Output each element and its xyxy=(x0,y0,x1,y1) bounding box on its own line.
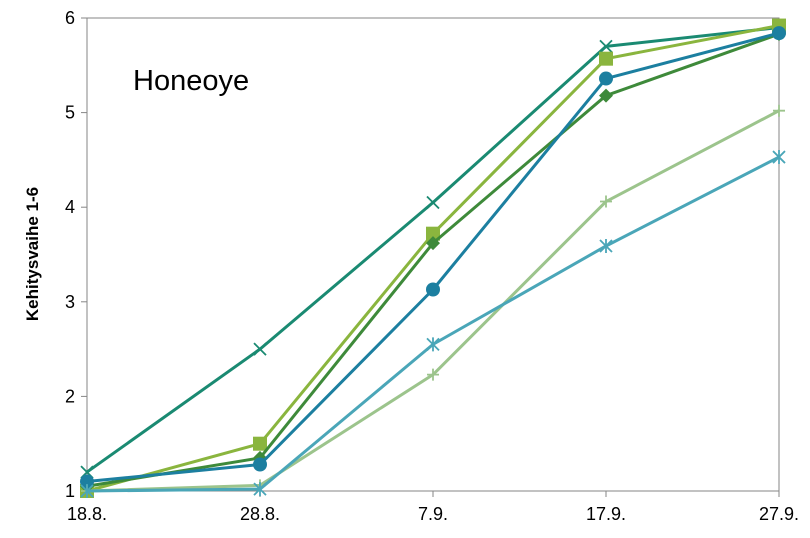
data-point xyxy=(427,368,439,381)
y-axis-label: Kehitysvaihe 1-6 xyxy=(23,187,42,321)
series-layer xyxy=(80,18,786,498)
y-tick-label: 1 xyxy=(65,481,75,501)
data-point xyxy=(772,26,786,41)
data-point xyxy=(600,195,612,208)
data-point xyxy=(772,150,786,165)
x-tick-label: 18.8. xyxy=(67,504,107,524)
data-point xyxy=(599,71,613,86)
data-point xyxy=(599,51,613,66)
data-point xyxy=(80,484,94,498)
axes: 1 2 3 4 5 6 18.8. 28.8. 7.9. 17.9. 27.9. xyxy=(65,8,799,524)
y-tick-label: 5 xyxy=(65,103,75,123)
data-point xyxy=(599,238,613,253)
series-4 xyxy=(80,26,786,489)
plot-area xyxy=(86,17,780,492)
data-point xyxy=(599,88,613,103)
data-point xyxy=(426,282,440,297)
y-tick-label: 4 xyxy=(65,197,75,217)
data-point xyxy=(426,337,440,352)
data-point xyxy=(599,39,613,54)
x-tick-label: 17.9. xyxy=(586,504,626,524)
data-point xyxy=(253,482,267,497)
x-tick-label: 7.9. xyxy=(418,504,448,524)
chart-annotation: Honeoye xyxy=(133,65,249,97)
series-6 xyxy=(80,150,786,498)
data-point xyxy=(253,342,267,356)
x-tick-label: 28.8. xyxy=(240,504,280,524)
data-point xyxy=(253,436,267,451)
data-point xyxy=(426,236,440,251)
data-point xyxy=(426,195,440,210)
data-point xyxy=(80,474,94,489)
data-point xyxy=(426,226,440,241)
x-tick-label: 27.9. xyxy=(759,504,799,524)
data-point xyxy=(773,104,785,117)
y-tick-label: 3 xyxy=(65,292,75,312)
y-tick-label: 2 xyxy=(65,386,75,406)
data-point xyxy=(253,457,267,472)
y-tick-label: 6 xyxy=(65,8,75,28)
